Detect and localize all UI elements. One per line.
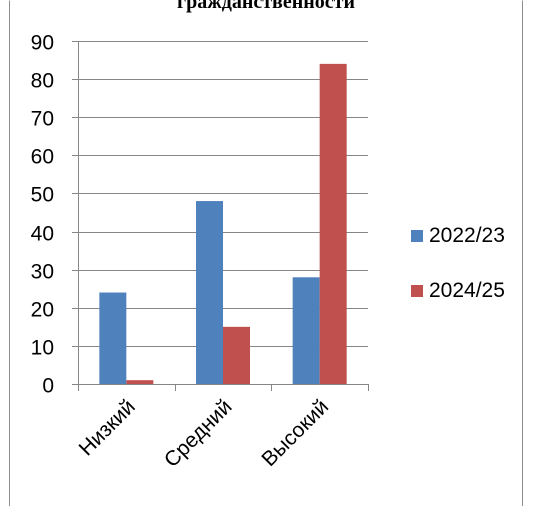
- y-tick-label: 90: [31, 32, 54, 55]
- y-tick-labels: 0 10 20 30 40 50 60 70 80 90: [31, 32, 54, 398]
- bar-series1-0: [99, 292, 127, 384]
- bars: [99, 63, 347, 384]
- x-tick-label: Средний: [160, 395, 237, 472]
- x-tick-label: Высокий: [257, 395, 333, 471]
- x-tick-label: Низкий: [75, 395, 140, 460]
- axes: [72, 41, 369, 391]
- bar-series1-1: [196, 201, 223, 384]
- bar-series1-2: [292, 277, 320, 384]
- legend-label: 2022/23: [429, 224, 505, 247]
- chart-title: гражданственности: [177, 0, 355, 13]
- legend-swatch: [411, 230, 423, 242]
- y-tick-label: 20: [31, 299, 54, 322]
- bar-series2-0: [126, 380, 154, 384]
- bar-series2-1: [223, 326, 250, 384]
- y-tick-label: 50: [31, 184, 54, 207]
- bar-series2-2: [319, 63, 347, 384]
- x-tick-labels: Низкий Средний Высокий: [75, 395, 334, 472]
- legend-label: 2024/25: [429, 279, 505, 302]
- legend-swatch: [411, 285, 423, 297]
- y-tick-label: 10: [31, 337, 54, 360]
- y-tick-label: 70: [31, 108, 54, 131]
- y-tick-label: 80: [31, 70, 54, 93]
- y-tick-label: 60: [31, 146, 54, 169]
- chart-border: [9, 0, 523, 506]
- y-tick-label: 40: [31, 223, 54, 246]
- legend: 2022/23 2024/25: [411, 224, 505, 302]
- y-tick-label: 0: [42, 375, 54, 398]
- y-tick-label: 30: [31, 261, 54, 284]
